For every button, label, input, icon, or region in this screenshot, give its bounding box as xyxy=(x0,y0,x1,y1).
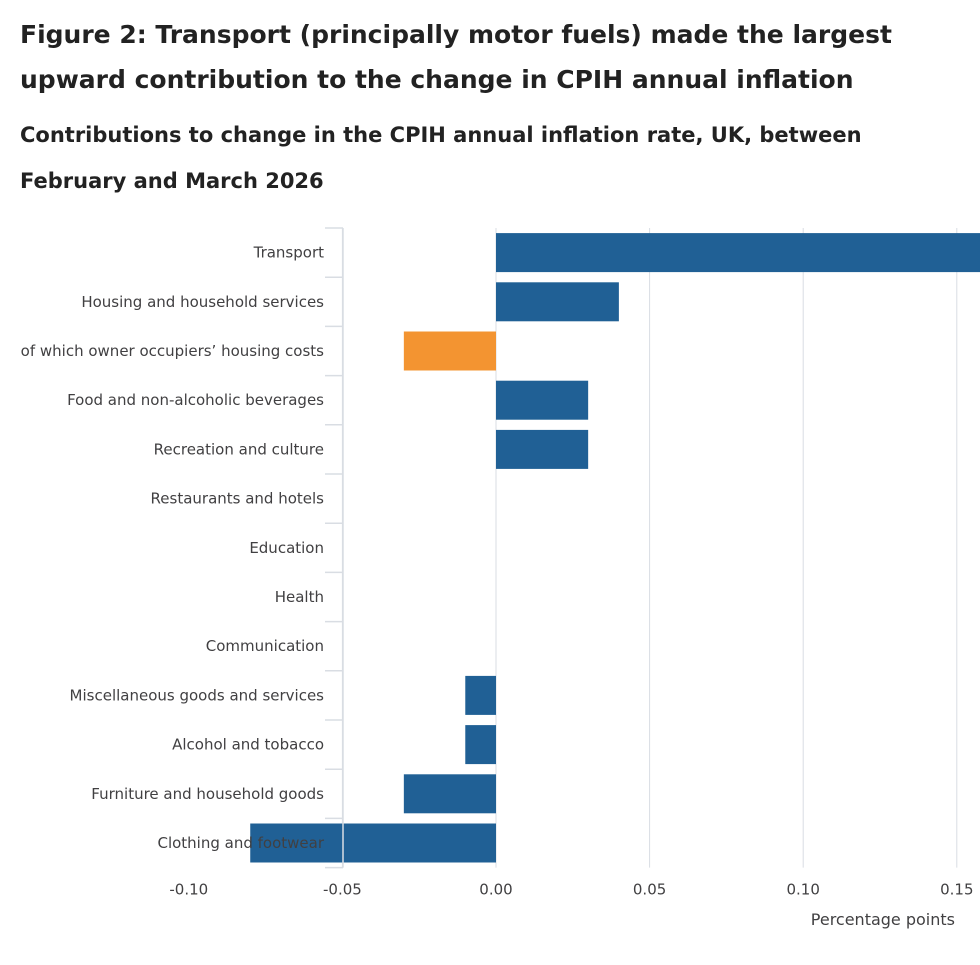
y-axis xyxy=(325,227,344,869)
bar xyxy=(496,429,589,469)
category-label: Health xyxy=(275,588,324,606)
bar xyxy=(465,675,496,715)
bar xyxy=(403,331,496,371)
x-tick-label: -0.05 xyxy=(323,881,362,899)
category-label: Clothing and footwear xyxy=(157,834,324,852)
bar xyxy=(250,823,496,863)
bar xyxy=(496,380,589,420)
x-tick-label: 0.00 xyxy=(479,881,512,899)
category-label: Communication xyxy=(206,637,324,655)
x-tick-label: 0.15 xyxy=(940,881,973,899)
x-tick-label: 0.10 xyxy=(786,881,819,899)
bar xyxy=(496,233,980,273)
bar xyxy=(496,282,619,322)
category-label: of which owner occupiers’ housing costs xyxy=(21,342,325,360)
category-label: Miscellaneous goods and services xyxy=(70,686,325,704)
category-label: Recreation and culture xyxy=(154,440,324,458)
x-tick-label: 0.05 xyxy=(633,881,666,899)
category-label: Restaurants and hotels xyxy=(151,490,325,508)
category-label: Housing and household services xyxy=(81,293,324,311)
x-axis-title: Percentage points xyxy=(811,910,955,929)
category-label: Education xyxy=(249,539,324,557)
category-labels: Transport Housing and household services o… xyxy=(21,244,325,852)
category-label: Alcohol and tobacco xyxy=(172,736,324,754)
category-label: Furniture and household goods xyxy=(91,785,324,803)
x-tick-labels: -0.10-0.050.000.050.100.150.200.250.30 xyxy=(169,881,973,899)
bar xyxy=(465,725,496,765)
bar xyxy=(403,774,496,814)
chart-subtitle: Contributions to change in the CPIH annu… xyxy=(20,123,862,193)
category-label: Transport xyxy=(253,244,325,262)
x-tick-label: -0.10 xyxy=(169,881,208,899)
category-label: Food and non-alcoholic beverages xyxy=(67,391,324,409)
bars xyxy=(250,233,980,863)
figure-title: Figure 2: Transport (principally motor f… xyxy=(20,20,892,94)
gridlines xyxy=(341,228,958,868)
